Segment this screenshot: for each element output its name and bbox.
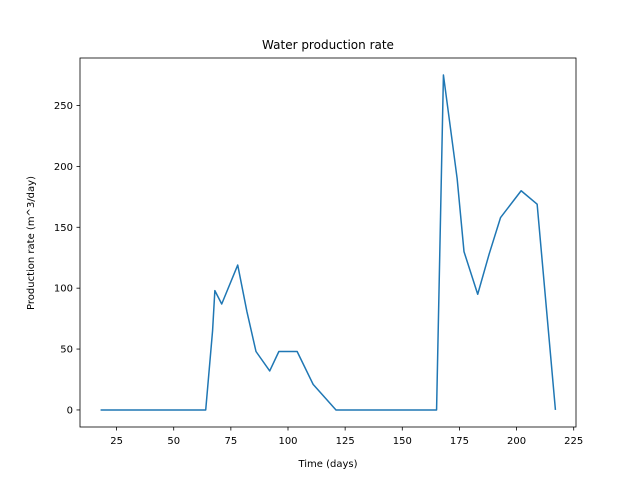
- x-tick-label: 200: [507, 436, 526, 447]
- x-tick-label: 225: [564, 436, 583, 447]
- data-point: [489, 253, 490, 254]
- data-point: [255, 351, 256, 352]
- x-tick-label: 100: [278, 436, 297, 447]
- data-point: [555, 409, 556, 410]
- data-point: [237, 264, 238, 265]
- x-tick-label: 150: [393, 436, 412, 447]
- data-point: [246, 311, 247, 312]
- data-point: [278, 351, 279, 352]
- series-line-0: [100, 74, 557, 411]
- data-point: [335, 409, 336, 410]
- x-tick-label: 125: [336, 436, 355, 447]
- x-tick-label: 175: [450, 436, 469, 447]
- data-point: [351, 409, 352, 410]
- y-tick-label: 150: [54, 223, 73, 234]
- data-point: [443, 74, 444, 75]
- x-tick-label: 75: [224, 436, 237, 447]
- data-point: [313, 384, 314, 385]
- data-point: [367, 409, 368, 410]
- y-tick-label: 250: [54, 101, 73, 112]
- data-point: [212, 330, 213, 331]
- axes-frame: [79, 57, 577, 428]
- y-tick-label: 0: [67, 405, 73, 416]
- data-point: [537, 204, 538, 205]
- chart-title: Water production rate: [262, 38, 394, 52]
- data-point: [297, 351, 298, 352]
- data-point: [221, 303, 222, 304]
- y-tick-label: 100: [54, 284, 73, 295]
- y-tick-label: 200: [54, 162, 73, 173]
- data-point: [402, 409, 403, 410]
- x-axis-label: Time (days): [297, 459, 357, 470]
- x-tick-label: 25: [110, 436, 123, 447]
- y-axis-label: Production rate (m^3/day): [26, 176, 37, 310]
- data-point: [436, 409, 437, 410]
- data-point: [269, 370, 270, 371]
- data-point: [214, 290, 215, 291]
- x-tick-label: 50: [167, 436, 180, 447]
- data-point: [205, 409, 206, 410]
- data-point: [463, 251, 464, 252]
- data-point: [500, 217, 501, 218]
- data-point: [457, 178, 458, 179]
- y-tick-label: 50: [60, 345, 73, 356]
- data-point: [521, 190, 522, 191]
- data-point: [477, 294, 478, 295]
- data-point: [100, 409, 101, 410]
- plot-area: 25 50 75 100 125 150 175 200 225 0 50 100 150 200 250: [54, 57, 583, 447]
